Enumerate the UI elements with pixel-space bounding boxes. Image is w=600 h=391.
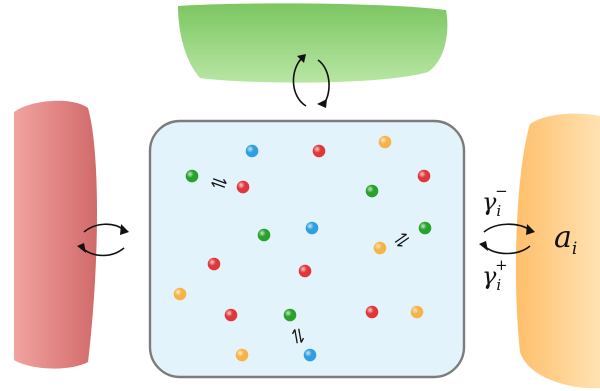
- particle-green: [283, 308, 297, 322]
- equilibrium-arrow-1: [211, 178, 227, 188]
- gamma-minus-label: γi−: [482, 182, 508, 220]
- particle-red: [207, 257, 221, 271]
- left-exchange-arrows: [77, 223, 129, 257]
- particle-red: [417, 169, 431, 183]
- gamma-plus-label: γi+: [482, 256, 508, 294]
- particle-blue: [305, 221, 319, 235]
- particle-yellow: [373, 241, 387, 255]
- equilibrium-arrow-2: [394, 233, 410, 247]
- particle-red: [298, 264, 312, 278]
- equilibrium-arrow-3: [291, 328, 305, 344]
- container-box: [148, 119, 466, 379]
- particle-yellow: [410, 305, 424, 319]
- particle-red: [224, 308, 238, 322]
- particle-red: [312, 144, 326, 158]
- particle-green: [185, 169, 199, 183]
- particle-green: [257, 228, 271, 242]
- particle-blue: [303, 348, 317, 362]
- right-exchange-arrows: [479, 223, 535, 255]
- right-reservoir: [515, 113, 600, 389]
- left-reservoir: [14, 100, 97, 369]
- top-exchange-arrows: [292, 54, 330, 108]
- particle-yellow: [235, 348, 249, 362]
- particle-red: [236, 180, 250, 194]
- particle-green: [365, 184, 379, 198]
- particle-yellow: [173, 287, 187, 301]
- particle-red: [365, 305, 379, 319]
- particle-yellow: [378, 135, 392, 149]
- activity-label: ai: [554, 220, 577, 259]
- reaction-arrows: [211, 178, 410, 344]
- particle-green: [418, 221, 432, 235]
- particle-blue: [245, 144, 259, 158]
- particles: [173, 135, 432, 362]
- top-reservoir: [178, 3, 448, 83]
